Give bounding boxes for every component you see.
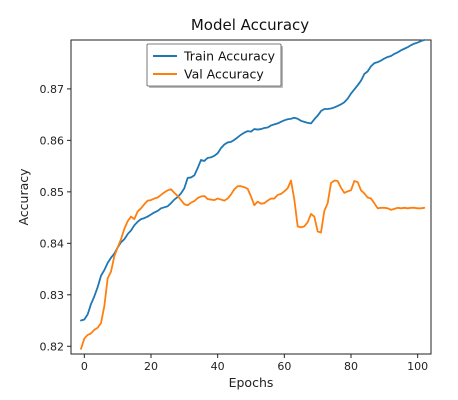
x-axis-ticks: 0 20 40 60 80 100 xyxy=(81,354,428,373)
x-axis-label: Epochs xyxy=(229,375,274,390)
x-tick-label: 100 xyxy=(407,360,428,373)
y-tick-label: 0.83 xyxy=(40,289,65,302)
legend-label: Val Accuracy xyxy=(184,67,264,82)
y-tick-label: 0.85 xyxy=(40,186,65,199)
x-tick-label: 60 xyxy=(277,360,291,373)
x-tick-label: 0 xyxy=(81,360,88,373)
y-axis-ticks: 0.82 0.83 0.84 0.85 0.86 0.87 xyxy=(40,83,71,353)
legend-box xyxy=(146,43,282,87)
legend: Train Accuracy Val Accuracy xyxy=(146,43,283,88)
series-line-val-accuracy xyxy=(80,179,426,350)
chart-title: Model Accuracy xyxy=(191,16,309,34)
y-axis-label: Accuracy xyxy=(16,168,31,226)
x-tick-label: 80 xyxy=(344,360,358,373)
series-line-train-accuracy xyxy=(80,39,426,322)
series-lines xyxy=(80,39,426,350)
y-tick-label: 0.86 xyxy=(40,134,65,147)
x-tick-label: 20 xyxy=(144,360,158,373)
legend-label: Train Accuracy xyxy=(183,49,276,64)
y-tick-label: 0.84 xyxy=(40,237,65,250)
x-tick-label: 40 xyxy=(211,360,225,373)
y-tick-label: 0.82 xyxy=(40,340,65,353)
y-tick-label: 0.87 xyxy=(40,83,65,96)
